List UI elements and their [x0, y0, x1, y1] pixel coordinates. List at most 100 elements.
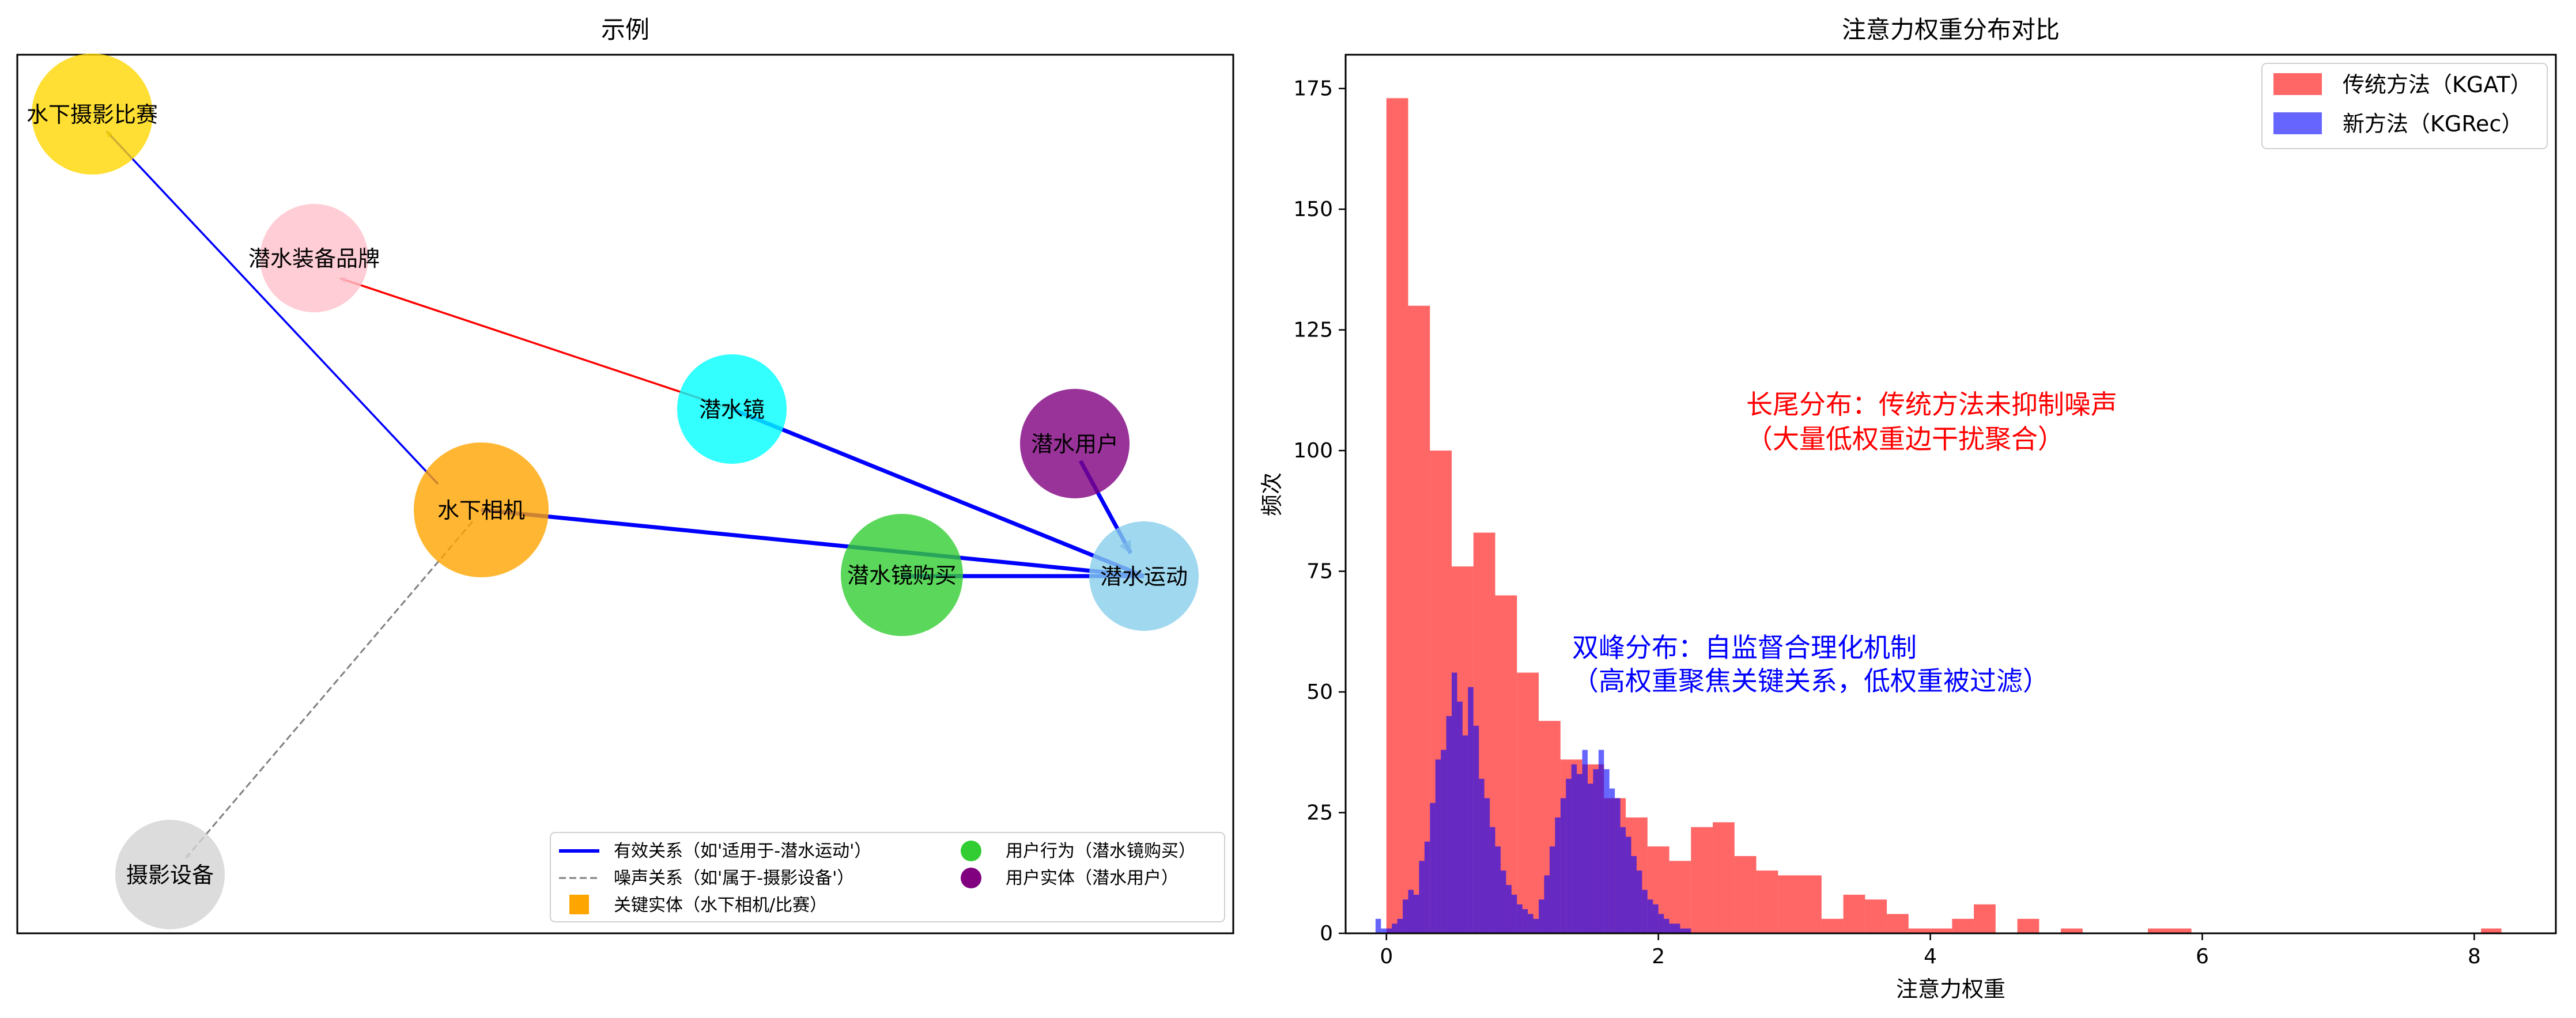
kgrec-bar-8: [1419, 861, 1425, 933]
y-tick-label-1: 25: [1306, 801, 1333, 825]
node-brand: 潜水装备品牌: [248, 204, 380, 312]
kgrec-bar-4: [1397, 918, 1403, 933]
kgat-bar-1: [1408, 305, 1430, 934]
kgrec-bar-43: [1609, 788, 1615, 933]
kgrec-bar-24: [1506, 885, 1512, 933]
kgrec-bar-30: [1539, 899, 1544, 933]
histogram-bars: [1375, 98, 2502, 934]
kgat-bar-18: [1778, 875, 1800, 933]
annotation-bimodal-line2: （高权重聚焦关键关系，低权重被过滤）: [1572, 665, 2049, 697]
kgat-bar-31: [2061, 928, 2083, 933]
x-tick-label-0: 0: [1380, 945, 1393, 968]
kgrec-bar-55: [1675, 924, 1680, 933]
annotation-longtail-line2: （大量低权重边干扰聚合）: [1746, 423, 2064, 455]
kgrec-bar-2: [1386, 928, 1392, 933]
y-tick-label-7: 175: [1293, 77, 1333, 101]
node-label-sport: 潜水运动: [1100, 564, 1188, 589]
kgrec-bar-7: [1413, 894, 1419, 933]
x-tick-label-1: 2: [1652, 945, 1665, 968]
kgat-bar-20: [1821, 918, 1844, 933]
x-tick-label-4: 8: [2468, 945, 2481, 968]
node-label-brand: 潜水装备品牌: [248, 246, 380, 271]
legend-label-key-entity: 关键实体（水下相机/比赛）: [614, 895, 827, 915]
kgrec-bar-31: [1544, 875, 1550, 933]
kgrec-bar-37: [1577, 774, 1582, 933]
kgrec-bar-29: [1533, 918, 1539, 933]
node-camera: 水下相机: [414, 442, 549, 577]
legend-marker-key-entity: [569, 895, 589, 914]
kgat-bar-17: [1756, 871, 1778, 933]
kgat-bar-21: [1843, 894, 1865, 933]
kgrec-bar-25: [1511, 894, 1517, 933]
kgrec-bar-48: [1636, 871, 1642, 933]
annotation-bimodal-line1: 双峰分布：自监督合理化机制: [1572, 632, 1917, 663]
kgrec-bar-51: [1653, 904, 1659, 933]
node-label-contest: 水下摄影比赛: [27, 102, 158, 127]
network-legend: 有效关系（如'适用于-潜水运动'） 用户行为（潜水镜购买） 噪声关系（如'属于-…: [550, 832, 1225, 922]
kgrec-bar-16: [1462, 735, 1468, 933]
kgrec-bar-19: [1479, 778, 1485, 933]
kgrec-bar-27: [1522, 909, 1528, 933]
histogram-frame: [1344, 54, 2557, 934]
legend-marker-behavior: [961, 841, 981, 861]
legend-label-user-entity: 用户实体（潜水用户）: [1006, 868, 1179, 888]
node-label-buy: 潜水镜购买: [847, 563, 957, 588]
network-frame: [16, 54, 1234, 934]
kgrec-bar-47: [1631, 856, 1637, 933]
y-tick-label-5: 125: [1293, 319, 1333, 342]
kgat-bar-24: [1908, 928, 1931, 933]
kgrec-bar-1: [1381, 928, 1387, 933]
kgrec-bar-46: [1626, 837, 1631, 933]
node-label-photo: 摄影设备: [126, 862, 214, 888]
kgat-bar-36: [2169, 928, 2192, 933]
kgrec-bar-17: [1468, 687, 1474, 933]
legend-swatch-kgat: [2273, 73, 2322, 95]
histogram-panel: 注意力权重分布对比 0 2 4 6 8 0 25 50 75 100 125 150 175 注意力权重…: [1259, 16, 2557, 1002]
kgrec-bar-54: [1669, 924, 1675, 933]
kgrec-bar-53: [1664, 918, 1670, 933]
node-mask: 潜水镜: [677, 354, 787, 464]
network-title: 示例: [601, 16, 649, 44]
kgrec-bar-3: [1392, 924, 1397, 933]
kgrec-bar-14: [1452, 672, 1457, 933]
kgrec-bar-38: [1582, 750, 1588, 933]
node-photo: 摄影设备: [115, 820, 225, 929]
kgrec-bar-50: [1647, 899, 1653, 933]
kgat-bar-16: [1734, 856, 1757, 933]
kgat-bar-25: [1930, 928, 1952, 933]
edge-camera-contest: [105, 130, 439, 485]
legend-box: [550, 832, 1225, 922]
kgrec-bar-57: [1685, 928, 1691, 933]
node-contest: 水下摄影比赛: [27, 54, 158, 175]
legend-marker-user-entity: [961, 868, 981, 888]
node-label-camera: 水下相机: [437, 498, 525, 523]
kgrec-bar-41: [1598, 750, 1604, 933]
kgat-bar-29: [2017, 918, 2039, 933]
node-label-mask: 潜水镜: [699, 397, 765, 422]
network-edges: [105, 130, 1145, 859]
edge-camera-sport: [481, 508, 1145, 578]
kgrec-bar-9: [1424, 841, 1430, 933]
node-label-user: 潜水用户: [1031, 432, 1119, 457]
kgrec-bar-40: [1593, 769, 1599, 933]
legend-swatch-kgrec: [2273, 112, 2322, 134]
edge-camera-photo: [184, 521, 474, 859]
kgrec-bar-20: [1484, 798, 1490, 933]
kgrec-bar-18: [1473, 725, 1479, 933]
y-tick-label-4: 100: [1293, 439, 1333, 463]
kgrec-bar-12: [1441, 750, 1446, 933]
kgrec-bar-23: [1500, 871, 1506, 933]
kgrec-bar-35: [1566, 778, 1572, 933]
kgrec-bar-6: [1408, 890, 1414, 933]
histogram-legend: 传统方法（KGAT） 新方法（KGRec）: [2261, 63, 2548, 149]
kgrec-bar-15: [1457, 701, 1463, 933]
kgat-bar-0: [1386, 98, 1408, 933]
node-sport: 潜水运动: [1089, 521, 1199, 631]
histogram-axes: 0 2 4 6 8 0 25 50 75 100 125 150 175: [1293, 77, 2481, 968]
y-tick-label-2: 50: [1306, 680, 1333, 704]
histogram-ylabel: 频次: [1259, 472, 1285, 516]
kgrec-bar-28: [1528, 914, 1533, 933]
y-tick-label-3: 75: [1306, 560, 1333, 584]
kgat-bar-35: [2148, 928, 2170, 933]
kgrec-bar-36: [1571, 764, 1577, 933]
